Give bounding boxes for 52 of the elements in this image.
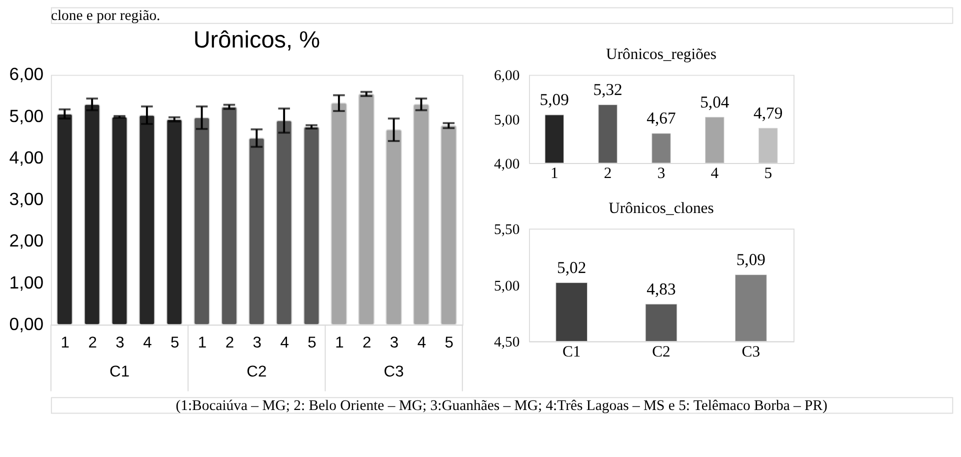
- x-tick-label: 3: [252, 334, 262, 352]
- x-tick-label: 5: [170, 334, 180, 352]
- x-tick-label: 3: [116, 334, 125, 352]
- data-label: 5,02: [557, 258, 586, 277]
- x-tick-label: 4: [710, 165, 719, 182]
- text: C2: [246, 364, 267, 381]
- x-tick-label: C2: [652, 343, 670, 360]
- data-label: 4,79: [754, 103, 783, 122]
- x-tick-label: 2: [362, 334, 372, 352]
- x-tick-label: 1: [335, 334, 344, 352]
- y-tick-label: 1,00: [9, 272, 44, 292]
- y-tick-label: 5,00: [494, 278, 520, 294]
- x-tick-label: 4: [280, 334, 290, 352]
- y-tick-label: 3,00: [9, 189, 44, 210]
- y-tick-label: 5,00: [9, 106, 44, 126]
- x-tick-label: 4: [143, 334, 152, 352]
- y-tick-label: 4,00: [9, 147, 44, 168]
- y-tick-label: 5,00: [494, 112, 520, 128]
- data-label: 5,09: [540, 90, 569, 110]
- x-tick-label: 1: [60, 334, 70, 352]
- text: C3: [384, 364, 404, 381]
- x-tick-label: C3: [742, 343, 760, 360]
- x-tick-label: 5: [764, 165, 772, 182]
- x-tick-label: 4: [417, 334, 426, 352]
- x-tick-label: C1: [562, 343, 581, 360]
- data-label: 5,09: [736, 250, 766, 270]
- x-tick-label: 5: [308, 334, 317, 352]
- text: C1: [110, 364, 130, 381]
- chart-title: Urônicos, %: [193, 26, 320, 52]
- y-tick-label: 4,00: [494, 156, 520, 172]
- x-tick-label: 3: [657, 165, 666, 182]
- x-tick-label: 3: [390, 334, 399, 352]
- x-tick-label: 1: [198, 334, 207, 352]
- data-label: 5,32: [593, 80, 622, 99]
- text: (1:Bocaiúva – MG; 2: Belo Oriente – MG; 3:Guanhães – MG; 4:Três Lagoas – MS e 5: Telêmaco Borba – PR): [176, 398, 828, 414]
- data-label: 4,83: [646, 279, 676, 298]
- chart-title: Urônicos_regiões: [606, 46, 716, 64]
- y-tick-label: 0,00: [9, 314, 44, 334]
- chart-title: Urônicos_clones: [608, 200, 714, 217]
- data-label: 5,04: [700, 92, 730, 112]
- x-tick-label: 2: [225, 334, 234, 352]
- y-tick-label: 5,50: [494, 222, 520, 238]
- x-tick-label: 1: [550, 165, 558, 182]
- y-tick-label: 6,00: [494, 68, 520, 84]
- y-tick-label: 2,00: [9, 230, 44, 251]
- x-tick-label: 2: [604, 165, 612, 182]
- x-tick-label: 5: [444, 334, 454, 352]
- y-tick-label: 4,50: [494, 334, 520, 351]
- x-tick-label: 2: [88, 334, 97, 352]
- y-tick-label: 6,00: [9, 64, 44, 84]
- text: clone e por região.: [50, 8, 160, 24]
- data-label: 4,67: [646, 108, 676, 128]
